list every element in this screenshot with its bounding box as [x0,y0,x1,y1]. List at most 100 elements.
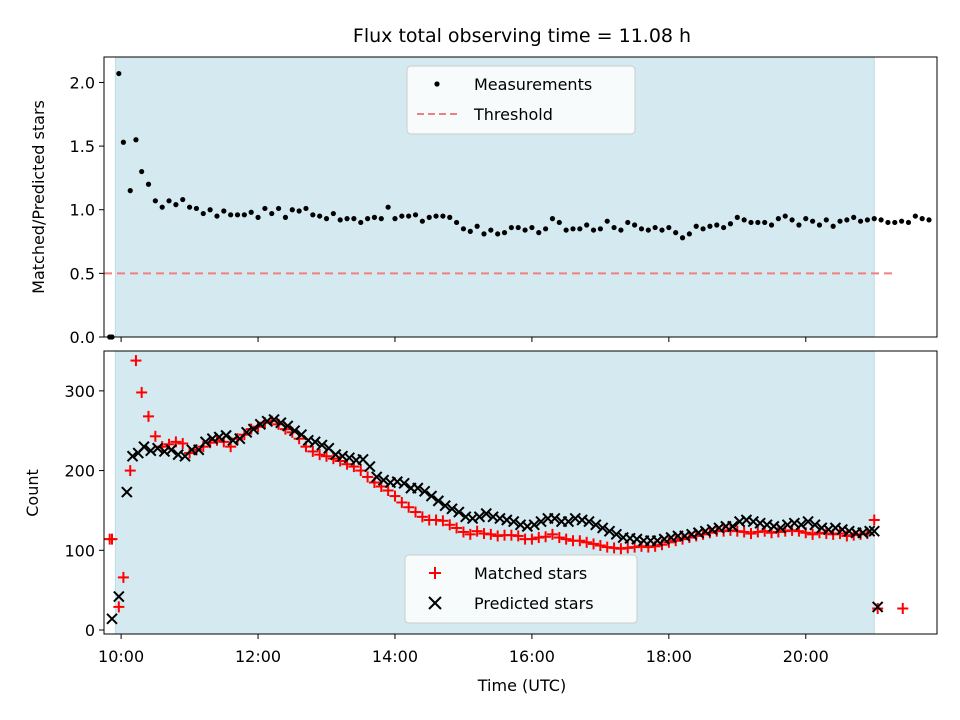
predicted-star-point [747,515,759,528]
measurement-point [810,218,816,224]
predicted-star-point [631,533,643,545]
measurement-point [200,210,206,217]
measurement-point [248,209,254,215]
matched-star-point [117,571,129,583]
legend-matched-label: Matched stars [474,564,587,583]
bottom-y-axis-label: Count [23,469,42,517]
predicted-star-point [247,423,260,435]
legend-threshold-label: Threshold [473,105,553,124]
measurement-point [180,196,186,203]
measurement-point [919,216,925,222]
matched-star-point [416,511,428,523]
matched-star-point [485,528,497,540]
predicted-star-point [868,525,880,537]
measurement-point [303,205,309,212]
predicted-star-point [822,523,835,536]
predicted-star-point [391,476,403,488]
matched-star-point [106,533,118,545]
measurement-point [262,205,268,212]
measurement-point [385,204,391,210]
measurement-point [762,219,768,226]
predicted-star-point [610,528,623,541]
predicted-star-point [740,514,753,526]
measurement-point [645,227,651,233]
measurement-point [207,207,213,213]
bottom-x-ticks: 10:00 12:00 14:00 16:00 18:00 20:00 [98,634,829,666]
predicted-star-point [240,426,253,439]
x-tick-label: 20:00 [783,647,829,666]
predicted-star-point [781,519,794,531]
top-x-ticks [120,337,807,342]
measurement-point [673,230,679,236]
predicted-star-point [254,418,267,431]
predicted-star-point [569,512,581,525]
matched-star-point [444,519,456,531]
measurement-point [796,222,802,228]
measurement-point [460,226,467,232]
predicted-star-point [275,417,287,429]
matched-star-point [834,528,846,540]
matched-star-point [594,540,606,552]
measurement-point [193,205,200,212]
measurement-point [337,217,343,223]
predicted-star-point [418,485,431,498]
predicted-star-point [713,522,725,534]
matched-star-point [382,485,394,497]
measurement-point [529,224,535,231]
measurement-point [686,231,692,237]
predicted-star-point [761,519,773,531]
measurement-point [501,230,508,236]
measurement-point [426,214,432,220]
matched-star-point [130,355,142,367]
measurement-point [837,218,843,224]
predicted-star-point [857,527,869,539]
measurement-point [584,222,590,228]
predicted-star-point [377,474,390,486]
measurement-point [323,216,330,222]
measurement-point [851,214,857,220]
measurement-point [399,213,405,219]
measurement-point [727,221,734,227]
measurement-point [453,219,460,226]
measurement-point [289,207,295,213]
measurement-point [789,217,795,223]
matched-star-point [396,496,408,508]
matched-star-point [355,465,367,477]
legend-predicted-label: Predicted stars [474,594,594,613]
matched-star-point [410,506,422,518]
predicted-star-point [138,440,150,453]
y-tick-label: 0.0 [70,328,95,347]
predicted-star-point [583,515,595,528]
predicted-star-point [665,531,677,544]
predicted-star-point [126,450,139,462]
predicted-star-point [261,415,273,427]
predicted-star-point [371,471,383,483]
measurement-point [241,212,247,218]
bottom-y-ticks: 0 100 200 300 [64,382,104,640]
measurement-point [885,219,891,226]
x-tick-label: 18:00 [646,647,692,666]
measurement-point [447,214,453,220]
measurement-point [433,213,439,219]
measurement-point [467,228,473,234]
matched-star-point [807,528,819,540]
matched-star-point [124,465,136,477]
chart-title: Flux total observing time = 11.08 h [353,25,691,47]
predicted-star-point [288,425,301,437]
measurement-point [145,181,152,187]
predicted-star-point [816,522,828,534]
measurement-point [563,227,569,233]
predicted-star-point [535,515,547,528]
measurement-point [590,227,597,233]
predicted-star-point [679,530,691,542]
measurement-point [755,219,761,226]
matched-star-point [471,525,483,537]
measurement-point [412,212,419,218]
x-tick-label: 12:00 [235,647,281,666]
predicted-star-point [309,436,321,448]
measurement-point [577,226,583,232]
predicted-star-point [158,445,171,458]
predicted-star-point [871,601,884,613]
predicted-star-point [658,533,670,545]
measurement-point [186,204,193,210]
